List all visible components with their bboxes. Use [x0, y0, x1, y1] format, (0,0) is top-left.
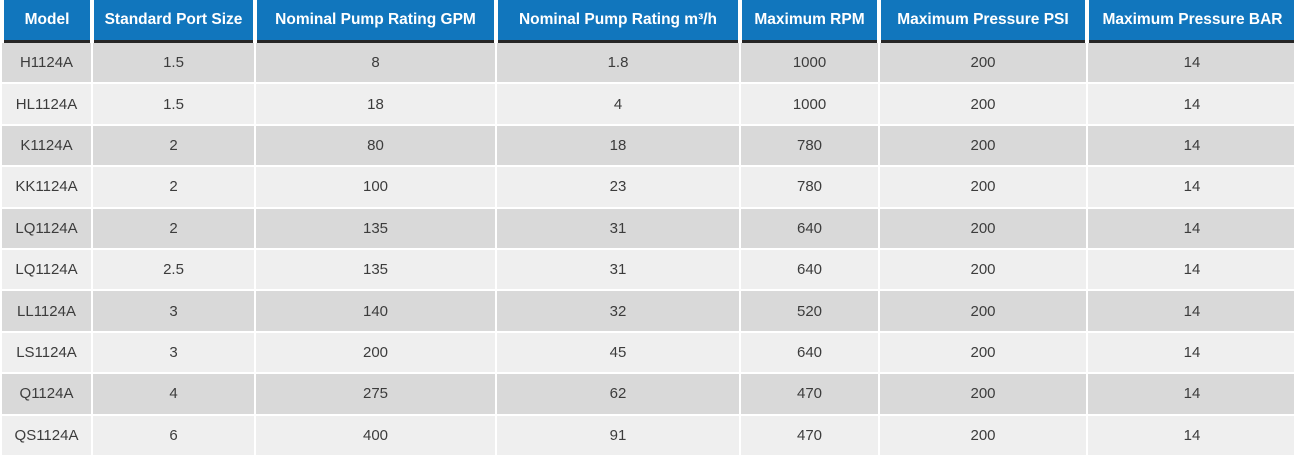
table-row: H1124A 1.5 8 1.8 1000 200 14 — [2, 41, 1294, 84]
table-cell: 200 — [878, 82, 1087, 125]
table-cell: 3 — [91, 330, 255, 374]
table-cell: 14 — [1086, 82, 1294, 125]
table-row: HL1124A 1.5 18 4 1000 200 14 — [2, 82, 1294, 125]
table-cell: LS1124A — [2, 330, 92, 374]
table-cell: 1000 — [739, 41, 879, 84]
table-row: Q1124A 4 275 62 470 200 14 — [2, 372, 1294, 415]
table-row: K1124A 2 80 18 780 200 14 — [2, 123, 1294, 167]
table-cell: 200 — [878, 289, 1087, 332]
table-cell: K1124A — [2, 123, 92, 167]
table-cell: 45 — [495, 330, 740, 374]
table-cell: 14 — [1086, 206, 1294, 249]
table-cell: 200 — [878, 206, 1087, 249]
table-cell: 32 — [495, 289, 740, 332]
table-cell: 2 — [91, 206, 255, 249]
table-cell: 200 — [878, 330, 1087, 374]
table-header: Model Standard Port Size Nominal Pump Ra… — [0, 0, 1294, 43]
table-cell: 31 — [495, 247, 740, 291]
table-cell: 470 — [739, 372, 879, 415]
table-cell: 4 — [91, 372, 255, 415]
table-cell: 200 — [878, 165, 1087, 208]
table-cell: 23 — [495, 165, 740, 208]
column-header-standard-port-size: Standard Port Size — [90, 0, 255, 43]
table-cell: 1.5 — [91, 82, 255, 125]
table-cell: 640 — [739, 330, 879, 374]
table-cell: 135 — [254, 247, 496, 291]
table-cell: 14 — [1086, 289, 1294, 332]
table-cell: LQ1124A — [2, 206, 92, 249]
table-cell: 14 — [1086, 330, 1294, 374]
table-cell: H1124A — [2, 41, 92, 84]
table-cell: 14 — [1086, 372, 1294, 415]
table-row: LS1124A 3 200 45 640 200 14 — [2, 330, 1294, 374]
column-header-maximum-pressure-psi: Maximum Pressure PSI — [877, 0, 1087, 43]
table-cell: 200 — [878, 123, 1087, 167]
table-cell: 18 — [495, 123, 740, 167]
table-header-row: Model Standard Port Size Nominal Pump Ra… — [0, 0, 1294, 43]
column-header-nominal-pump-rating-gpm: Nominal Pump Rating GPM — [253, 0, 496, 43]
table-cell: 520 — [739, 289, 879, 332]
table-cell: 2.5 — [91, 247, 255, 291]
table-cell: 14 — [1086, 165, 1294, 208]
table-cell: 470 — [739, 413, 879, 455]
table-row: LL1124A 3 140 32 520 200 14 — [2, 289, 1294, 332]
table-cell: 18 — [254, 82, 496, 125]
table-cell: 31 — [495, 206, 740, 249]
table-cell: Q1124A — [2, 372, 92, 415]
table-cell: 1000 — [739, 82, 879, 125]
table-cell: 8 — [254, 41, 496, 84]
table-cell: 4 — [495, 82, 740, 125]
column-header-model: Model — [0, 0, 92, 43]
table-cell: 640 — [739, 247, 879, 291]
table-cell: KK1124A — [2, 165, 92, 208]
table-row: KK1124A 2 100 23 780 200 14 — [2, 165, 1294, 208]
table-cell: HL1124A — [2, 82, 92, 125]
table-cell: 140 — [254, 289, 496, 332]
table-cell: 91 — [495, 413, 740, 455]
table-cell: 1.8 — [495, 41, 740, 84]
table-cell: 100 — [254, 165, 496, 208]
table-cell: 640 — [739, 206, 879, 249]
table-cell: 200 — [254, 330, 496, 374]
table-cell: 200 — [878, 41, 1087, 84]
table-cell: 14 — [1086, 41, 1294, 84]
table-cell: 3 — [91, 289, 255, 332]
table-cell: 6 — [91, 413, 255, 455]
column-header-maximum-rpm: Maximum RPM — [738, 0, 879, 43]
table-cell: 400 — [254, 413, 496, 455]
table-cell: 780 — [739, 123, 879, 167]
table-row: LQ1124A 2.5 135 31 640 200 14 — [2, 247, 1294, 291]
column-header-nominal-pump-rating-m3h: Nominal Pump Rating m³/h — [494, 0, 740, 43]
table-cell: LL1124A — [2, 289, 92, 332]
table-body: H1124A 1.5 8 1.8 1000 200 14 HL1124A 1.5 18 4 1000 2… — [2, 41, 1294, 455]
table-cell: 200 — [878, 413, 1087, 455]
table-cell: 14 — [1086, 413, 1294, 455]
table-row: QS1124A 6 400 91 470 200 14 — [2, 413, 1294, 455]
table-cell: 1.5 — [91, 41, 255, 84]
table-cell: 780 — [739, 165, 879, 208]
table-cell: 62 — [495, 372, 740, 415]
table-cell: LQ1124A — [2, 247, 92, 291]
table-cell: 14 — [1086, 123, 1294, 167]
table-cell: 275 — [254, 372, 496, 415]
table-cell: 200 — [878, 247, 1087, 291]
table-cell: 2 — [91, 123, 255, 167]
column-header-maximum-pressure-bar: Maximum Pressure BAR — [1085, 0, 1294, 43]
table-cell: 200 — [878, 372, 1087, 415]
table-cell: QS1124A — [2, 413, 92, 455]
table-cell: 2 — [91, 165, 255, 208]
table-cell: 14 — [1086, 247, 1294, 291]
table-row: LQ1124A 2 135 31 640 200 14 — [2, 206, 1294, 249]
table-cell: 135 — [254, 206, 496, 249]
table-cell: 80 — [254, 123, 496, 167]
